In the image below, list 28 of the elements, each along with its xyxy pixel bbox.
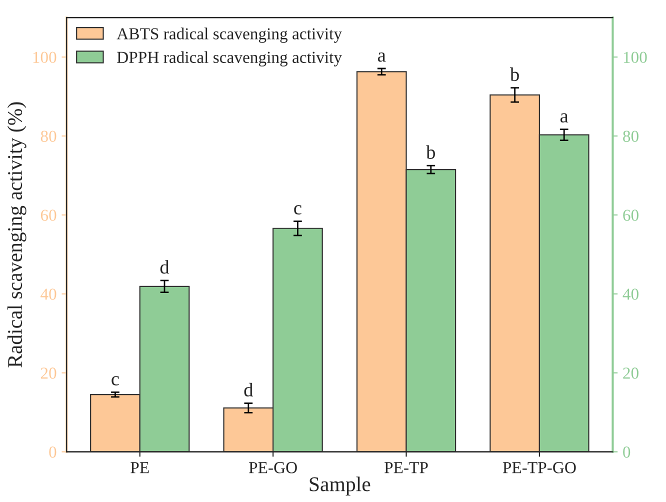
y-tick-label: 60: [40, 210, 56, 221]
legend-label: DPPH radical scavenging activity: [117, 51, 342, 66]
x-axis-title: Sample: [310, 476, 370, 496]
x-tick-label: PE-TP-GO: [502, 462, 576, 474]
x-tick-label: PE-TP: [384, 462, 428, 474]
legend-label: ABTS radical scavenging activity: [116, 28, 342, 43]
y-tick-label: 20: [40, 368, 56, 379]
annotation: b: [510, 67, 519, 82]
annotation: d: [244, 382, 254, 397]
y-axis-title: Radical scavenging activity (%): [7, 102, 26, 368]
annotation: a: [560, 113, 568, 123]
annotation: c: [112, 376, 119, 386]
x-tick-label: PE-GO: [249, 462, 297, 474]
annotation: b: [426, 145, 436, 159]
y-tick-label: 100: [33, 52, 56, 63]
y2-tick-label: 60: [623, 210, 638, 221]
annotation: d: [160, 260, 170, 274]
annotation: c: [294, 205, 302, 215]
y2-tick-label: 20: [623, 368, 638, 379]
y2-tick-label: 40: [622, 288, 638, 300]
y-tick-label: 40: [40, 288, 56, 300]
annotation: a: [378, 52, 386, 62]
y2-tick-label: 0: [623, 446, 630, 458]
y-tick-label: 0: [49, 446, 56, 458]
x-tick-label: PE: [130, 462, 149, 474]
y2-tick-label: 80: [623, 130, 638, 142]
y2-tick-label: 100: [624, 52, 647, 63]
y-tick-label: 80: [40, 130, 56, 142]
